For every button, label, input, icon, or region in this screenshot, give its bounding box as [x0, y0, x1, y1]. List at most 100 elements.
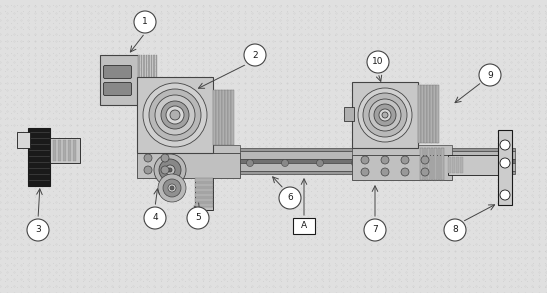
FancyBboxPatch shape: [103, 83, 131, 96]
Bar: [153, 55, 155, 105]
Bar: [28, 128, 50, 186]
Bar: [421, 85, 423, 143]
Circle shape: [421, 168, 429, 176]
Bar: [150, 55, 152, 105]
Bar: [68, 140, 71, 161]
Circle shape: [244, 44, 266, 66]
Bar: [448, 155, 498, 175]
Bar: [430, 85, 433, 143]
Circle shape: [161, 101, 189, 129]
Circle shape: [381, 168, 389, 176]
Bar: [137, 145, 240, 153]
Bar: [155, 55, 158, 105]
Circle shape: [401, 168, 409, 176]
Circle shape: [352, 159, 358, 166]
Text: 3: 3: [35, 226, 41, 234]
Bar: [195, 178, 213, 210]
Circle shape: [163, 179, 181, 197]
Circle shape: [170, 110, 180, 120]
Circle shape: [421, 156, 429, 164]
Text: 10: 10: [373, 57, 384, 67]
Bar: [195, 193, 213, 197]
Circle shape: [144, 166, 152, 174]
Circle shape: [479, 64, 501, 86]
Bar: [222, 90, 224, 145]
Bar: [424, 85, 427, 143]
Circle shape: [361, 168, 369, 176]
Text: 6: 6: [287, 193, 293, 202]
Circle shape: [247, 159, 253, 166]
Circle shape: [401, 156, 409, 164]
Text: A: A: [301, 222, 307, 231]
Circle shape: [154, 154, 186, 186]
Circle shape: [374, 104, 396, 126]
Bar: [195, 183, 213, 187]
Circle shape: [144, 154, 152, 162]
Bar: [460, 157, 463, 173]
Bar: [213, 90, 216, 145]
Bar: [155, 163, 515, 171]
Bar: [430, 148, 433, 180]
Bar: [195, 188, 213, 192]
Bar: [456, 157, 459, 173]
Bar: [219, 90, 222, 145]
Bar: [441, 148, 444, 180]
Bar: [216, 90, 218, 145]
Bar: [155, 171, 515, 174]
Circle shape: [165, 165, 175, 175]
Circle shape: [149, 89, 201, 141]
Bar: [352, 82, 418, 148]
Circle shape: [381, 156, 389, 164]
Circle shape: [363, 93, 407, 137]
Circle shape: [427, 159, 434, 166]
Circle shape: [361, 156, 369, 164]
Bar: [436, 85, 439, 143]
Text: 7: 7: [372, 226, 378, 234]
Bar: [137, 77, 213, 153]
Circle shape: [367, 51, 389, 73]
Bar: [137, 153, 240, 178]
Circle shape: [379, 109, 391, 121]
Circle shape: [27, 219, 49, 241]
Circle shape: [144, 207, 166, 229]
Circle shape: [168, 184, 176, 192]
Bar: [420, 148, 423, 180]
Bar: [146, 55, 147, 105]
Circle shape: [444, 219, 466, 241]
Bar: [73, 140, 76, 161]
Circle shape: [364, 219, 386, 241]
Circle shape: [358, 88, 412, 142]
Bar: [138, 55, 140, 105]
Bar: [195, 198, 213, 202]
Bar: [17, 132, 30, 148]
Bar: [50, 138, 80, 163]
Circle shape: [159, 159, 181, 181]
Bar: [225, 90, 228, 145]
Circle shape: [317, 159, 323, 166]
Bar: [195, 178, 213, 182]
Text: 1: 1: [142, 18, 148, 26]
Bar: [352, 145, 452, 155]
Circle shape: [282, 159, 288, 166]
Circle shape: [166, 106, 184, 124]
Bar: [53, 140, 56, 161]
Bar: [433, 85, 435, 143]
Text: 4: 4: [152, 214, 158, 222]
Bar: [148, 55, 150, 105]
Bar: [427, 85, 429, 143]
Circle shape: [500, 158, 510, 168]
Circle shape: [382, 112, 388, 118]
Circle shape: [170, 186, 174, 190]
Circle shape: [161, 154, 169, 162]
Text: 5: 5: [195, 214, 201, 222]
Bar: [100, 55, 138, 105]
Bar: [434, 148, 437, 180]
Bar: [452, 157, 455, 173]
Bar: [63, 140, 66, 161]
Bar: [58, 140, 61, 161]
Bar: [155, 159, 515, 163]
FancyBboxPatch shape: [103, 66, 131, 79]
Bar: [438, 148, 440, 180]
Bar: [418, 85, 421, 143]
Circle shape: [187, 207, 209, 229]
